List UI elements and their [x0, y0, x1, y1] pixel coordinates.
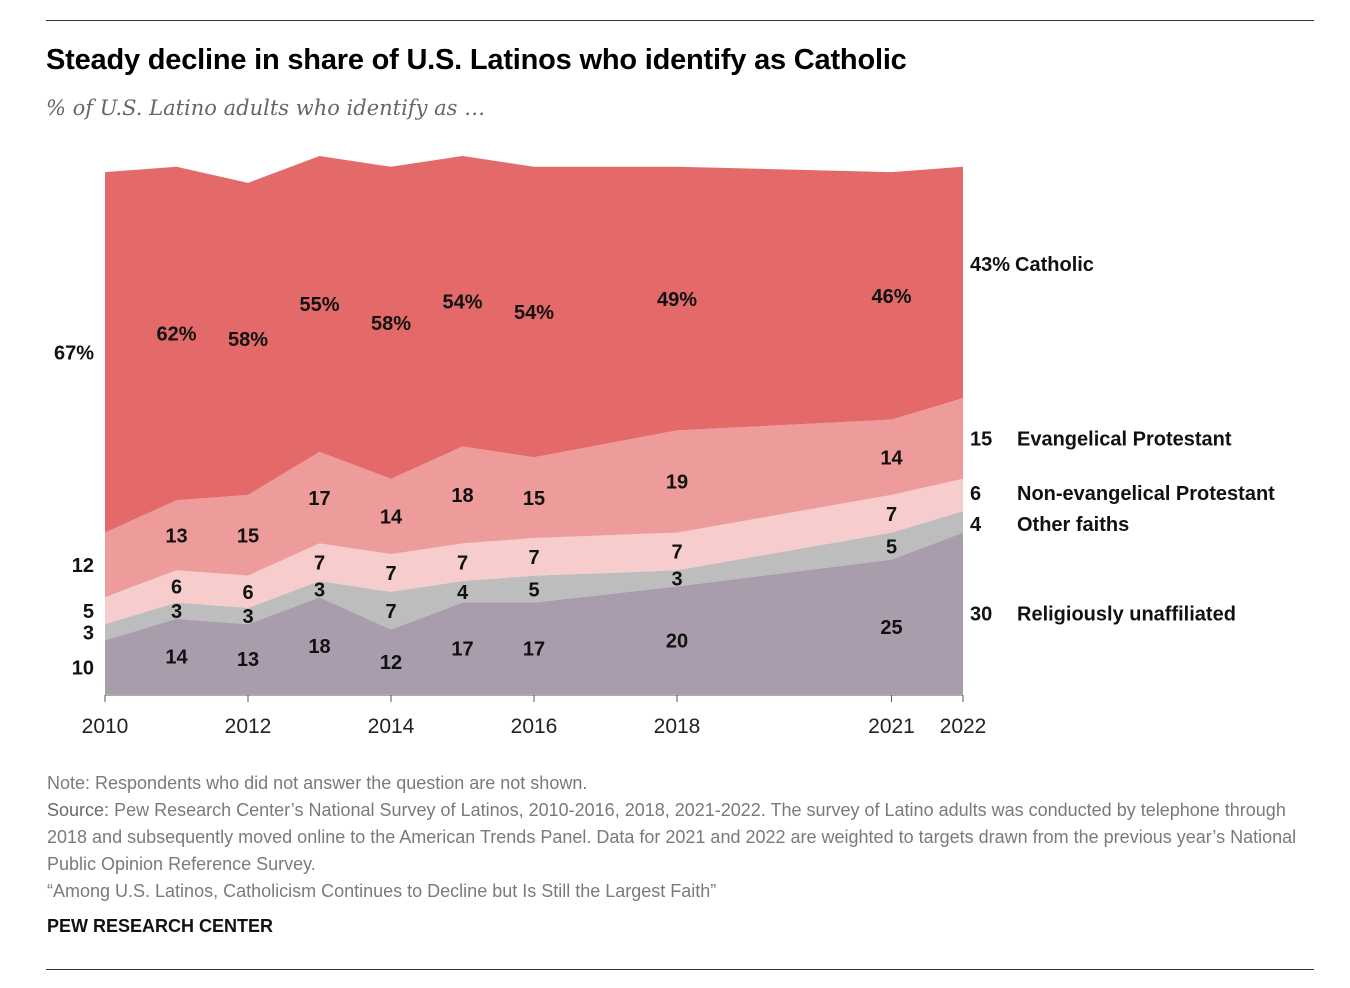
label-religiously-unaffiliated: 13 [237, 649, 259, 671]
area-catholic [105, 156, 963, 533]
label-catholic: 55% [299, 294, 339, 316]
label-religiously-unaffiliated: 18 [308, 636, 330, 658]
source-label: Source: [47, 800, 110, 820]
label-other-faiths: 3 [314, 579, 325, 601]
label-non-evangelical-protestant: 6 [171, 577, 182, 599]
bottom-rule [46, 969, 1314, 970]
series-name-other-faiths: Other faiths [1017, 514, 1129, 536]
x-tick-label: 2014 [368, 715, 415, 738]
label-religiously-unaffiliated: 17 [523, 638, 545, 660]
label-religiously-unaffiliated: 14 [165, 647, 188, 669]
label-evangelical-protestant: 13 [165, 525, 187, 547]
end-value-other-faiths: 4 [970, 514, 982, 536]
end-value-religiously-unaffiliated: 30 [970, 604, 992, 626]
end-value-evangelical-protestant: 15 [970, 429, 992, 451]
data-labels: 10 14 13 18 12 17 17 20 25 30 Religiously unaffili… [54, 254, 1275, 680]
label-catholic: 67% [54, 343, 94, 365]
label-evangelical-protestant: 12 [72, 555, 94, 577]
area-other-faiths [105, 511, 963, 641]
label-religiously-unaffiliated: 25 [880, 617, 902, 639]
label-other-faiths: 3 [171, 601, 182, 623]
chart-note: Note: Respondents who did not answer the… [47, 773, 588, 793]
label-non-evangelical-protestant: 7 [314, 552, 325, 574]
label-catholic: 54% [514, 302, 554, 324]
label-catholic: 58% [228, 329, 268, 351]
series-name-evangelical-protestant: Evangelical Protestant [1017, 429, 1232, 451]
chart-subtitle: % of U.S. Latino adults who identify as … [46, 96, 486, 120]
x-tick-label: 2022 [940, 715, 987, 738]
label-other-faiths: 7 [385, 601, 396, 623]
end-value-catholic: 43% [970, 254, 1010, 276]
label-religiously-unaffiliated: 17 [451, 638, 473, 660]
x-tick-label: 2010 [82, 715, 129, 738]
label-catholic: 58% [371, 313, 411, 335]
x-tick-label: 2018 [654, 715, 701, 738]
label-non-evangelical-protestant: 7 [457, 552, 468, 574]
area-evangelical-protestant [105, 398, 963, 598]
label-catholic: 62% [156, 324, 196, 346]
series-name-non-evangelical-protestant: Non-evangelical Protestant [1017, 483, 1275, 505]
label-religiously-unaffiliated: 20 [666, 630, 688, 652]
chart-title: Steady decline in share of U.S. Latinos … [46, 44, 907, 76]
label-non-evangelical-protestant: 7 [385, 563, 396, 585]
label-other-faiths: 4 [457, 582, 469, 604]
label-non-evangelical-protestant: 7 [528, 547, 539, 569]
area-non-evangelical-protestant [105, 478, 963, 625]
brand-logo-text: PEW RESEARCH CENTER [47, 916, 274, 936]
source-text: Pew Research Center’s National Survey of… [47, 800, 1297, 874]
x-tick-label: 2021 [868, 715, 915, 738]
label-evangelical-protestant: 15 [523, 488, 545, 510]
label-religiously-unaffiliated: 12 [380, 652, 402, 674]
label-other-faiths: 3 [83, 622, 94, 644]
x-tick-label: 2012 [225, 715, 272, 738]
label-evangelical-protestant: 14 [880, 447, 903, 469]
label-other-faiths: 3 [242, 606, 253, 628]
x-tick-label: 2016 [511, 715, 558, 738]
label-other-faiths: 5 [528, 579, 539, 601]
label-evangelical-protestant: 15 [237, 525, 259, 547]
chart-source: Source: Pew Research Center’s National S… [47, 797, 1307, 878]
series-name-catholic: Catholic [1015, 254, 1094, 276]
area-layers [105, 156, 963, 694]
end-value-non-evangelical-protestant: 6 [970, 483, 981, 505]
label-catholic: 54% [442, 291, 482, 313]
label-evangelical-protestant: 19 [666, 472, 688, 494]
label-non-evangelical-protestant: 6 [242, 582, 253, 604]
stacked-area-chart: 2010 2012 2014 2016 2018 2021 2022 10 14 1318121… [54, 156, 1275, 738]
label-religiously-unaffiliated: 10 [72, 657, 94, 679]
label-non-evangelical-protestant: 7 [671, 542, 682, 564]
report-citation: “Among U.S. Latinos, Catholicism Continu… [47, 881, 717, 901]
label-evangelical-protestant: 14 [380, 507, 403, 529]
label-evangelical-protestant: 17 [308, 488, 330, 510]
label-catholic: 49% [657, 289, 697, 311]
label-non-evangelical-protestant: 7 [886, 504, 897, 526]
label-other-faiths: 5 [886, 536, 897, 558]
label-evangelical-protestant: 18 [451, 485, 473, 507]
area-religiously-unaffiliated [105, 532, 963, 694]
label-catholic: 46% [871, 286, 911, 308]
label-non-evangelical-protestant: 5 [83, 601, 94, 623]
x-axis: 2010 2012 2014 2016 2018 2021 2022 [82, 694, 987, 738]
label-other-faiths: 3 [671, 569, 682, 591]
series-name-religiously-unaffiliated: Religiously unaffiliated [1017, 604, 1236, 626]
top-rule [46, 20, 1314, 21]
